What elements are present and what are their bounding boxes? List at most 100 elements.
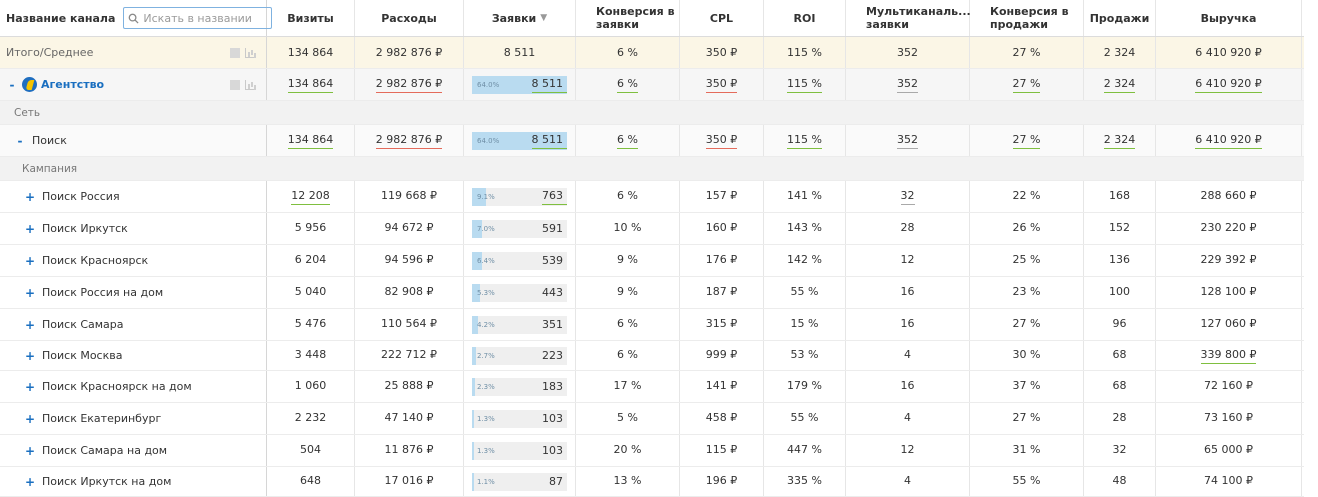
search-revenue[interactable]: 6 410 920 ₽ <box>1195 133 1262 149</box>
search-visits[interactable]: 134 864 <box>287 133 334 149</box>
expand-toggle[interactable]: + <box>24 379 36 394</box>
search-box[interactable] <box>123 7 273 29</box>
bar-chart-icon[interactable] <box>245 79 256 90</box>
requests-bar[interactable]: 2.3% 183 <box>472 377 567 396</box>
expand-toggle[interactable]: + <box>24 253 36 268</box>
column-header-roi[interactable]: ROI <box>764 0 846 36</box>
campaign-visits[interactable]: 5 956 <box>294 221 327 234</box>
column-header-revenue[interactable]: Выручка <box>1156 0 1302 36</box>
table-row[interactable]: + Поиск Самара на дом 504 11 876 ₽ 1.3% … <box>0 435 1304 467</box>
column-header-conversion-requests[interactable]: Конверсия в заявки <box>576 0 680 36</box>
search-conversion-sales[interactable]: 27 % <box>1012 133 1041 149</box>
expand-toggle[interactable]: + <box>24 189 36 204</box>
expand-toggle[interactable]: + <box>24 474 36 489</box>
campaign-label[interactable]: Поиск Россия на дом <box>42 286 164 299</box>
requests-bar[interactable]: 1.3% 103 <box>472 409 567 428</box>
requests-bar[interactable]: 5.3% 443 <box>472 283 567 302</box>
campaign-label[interactable]: Поиск Красноярск <box>42 254 149 267</box>
search-multichannel[interactable]: 352 <box>897 133 918 149</box>
bar-chart-icon[interactable] <box>245 47 256 58</box>
search-channel-label[interactable]: Поиск <box>32 134 67 147</box>
campaign-label[interactable]: Поиск Россия <box>42 190 120 203</box>
agency-cpl[interactable]: 350 ₽ <box>705 77 738 93</box>
expand-toggle[interactable]: + <box>24 221 36 236</box>
agency-conversion-sales[interactable]: 27 % <box>1012 77 1041 93</box>
search-roi[interactable]: 115 % <box>787 133 822 149</box>
requests-share: 64.0% <box>477 80 500 89</box>
campaign-requests: 183 <box>542 380 563 393</box>
campaign-visits[interactable]: 3 448 <box>294 348 327 361</box>
column-label-conversion-requests: Конверсия в заявки <box>596 5 675 31</box>
agency-expenses[interactable]: 2 982 876 ₽ <box>375 77 443 93</box>
table-row[interactable]: + Поиск Екатеринбург 2 232 47 140 ₽ 1.3%… <box>0 403 1304 435</box>
expand-toggle[interactable]: + <box>24 317 36 332</box>
agency-visits[interactable]: 134 864 <box>287 77 334 93</box>
column-header-requests[interactable]: Заявки ▼ <box>464 0 576 36</box>
agency-sales[interactable]: 2 324 <box>1103 77 1136 93</box>
campaign-label[interactable]: Поиск Иркутск <box>42 222 128 235</box>
column-header-visits[interactable]: Визиты <box>267 0 355 36</box>
requests-bar[interactable]: 4.2% 351 <box>472 315 567 334</box>
table-row[interactable]: + Поиск Россия на дом 5 040 82 908 ₽ 5.3… <box>0 277 1304 309</box>
campaign-visits[interactable]: 1 060 <box>294 379 327 392</box>
column-header-expenses[interactable]: Расходы <box>355 0 464 36</box>
column-header-cpl[interactable]: CPL <box>680 0 764 36</box>
agency-label[interactable]: Агентство <box>41 78 105 91</box>
column-header-multichannel[interactable]: Мультиканаль... заявки <box>846 0 971 36</box>
table-row[interactable]: + Поиск Красноярск 6 204 94 596 ₽ 6.4% 5… <box>0 245 1304 277</box>
visits-cell: 5 040 <box>267 277 355 308</box>
requests-bar[interactable]: 6.4% 539 <box>472 251 567 270</box>
expand-toggle[interactable]: + <box>24 348 36 363</box>
expand-toggle[interactable]: + <box>24 285 36 300</box>
table-row[interactable]: + Поиск Россия 12 208 119 668 ₽ 9.1% 763… <box>0 181 1304 213</box>
campaign-label[interactable]: Поиск Самара на дом <box>42 444 168 457</box>
campaign-sales: 136 <box>1109 253 1130 266</box>
table-row[interactable]: + Поиск Москва 3 448 222 712 ₽ 2.7% 223 … <box>0 341 1304 371</box>
search-cpl[interactable]: 350 ₽ <box>705 133 738 149</box>
campaign-visits[interactable]: 6 204 <box>294 253 327 266</box>
requests-bar[interactable]: 9.1% 763 <box>472 187 567 206</box>
square-icon[interactable] <box>230 47 240 58</box>
campaign-visits[interactable]: 12 208 <box>291 189 330 205</box>
search-sales[interactable]: 2 324 <box>1103 133 1136 149</box>
campaign-cpl: 315 ₽ <box>705 317 738 330</box>
requests-bar[interactable]: 7.0% 591 <box>472 219 567 238</box>
campaign-label[interactable]: Поиск Иркутск на дом <box>42 475 172 488</box>
search-channel-row[interactable]: - Поиск 134 864 2 982 876 ₽ 64.0% 8 511 … <box>0 125 1304 157</box>
campaign-visits[interactable]: 648 <box>300 474 321 487</box>
requests-bar[interactable]: 1.3% 103 <box>472 441 567 460</box>
table-row[interactable]: + Поиск Иркутск на дом 648 17 016 ₽ 1.1%… <box>0 467 1304 497</box>
table-row[interactable]: + Поиск Иркутск 5 956 94 672 ₽ 7.0% 591 … <box>0 213 1304 245</box>
agency-conversion-requests[interactable]: 6 % <box>617 77 638 93</box>
expand-toggle[interactable]: + <box>24 443 36 458</box>
search-input[interactable] <box>139 11 272 25</box>
expand-toggle[interactable]: + <box>24 411 36 426</box>
column-header-sales[interactable]: Продажи <box>1084 0 1156 36</box>
campaign-label[interactable]: Поиск Красноярск на дом <box>42 380 192 393</box>
agency-roi[interactable]: 115 % <box>787 77 822 93</box>
search-conversion-requests[interactable]: 6 % <box>617 133 638 149</box>
campaign-label[interactable]: Поиск Москва <box>42 349 123 362</box>
campaign-label[interactable]: Поиск Екатеринбург <box>42 412 162 425</box>
multi-cell: 28 <box>846 213 970 244</box>
requests-bar[interactable]: 1.1% 87 <box>472 472 567 491</box>
campaign-label[interactable]: Поиск Самара <box>42 318 124 331</box>
campaign-visits[interactable]: 5 476 <box>294 317 327 330</box>
campaign-visits[interactable]: 504 <box>300 443 321 456</box>
agency-row[interactable]: - Агентство 134 864 2 982 876 ₽ 64.0% 8 … <box>0 69 1304 101</box>
campaign-visits[interactable]: 5 040 <box>294 285 327 298</box>
table-row[interactable]: + Поиск Самара 5 476 110 564 ₽ 4.2% 351 … <box>0 309 1304 341</box>
table-row[interactable]: + Поиск Красноярск на дом 1 060 25 888 ₽… <box>0 371 1304 403</box>
agency-revenue[interactable]: 6 410 920 ₽ <box>1195 77 1262 93</box>
requests-bar[interactable]: 2.7% 223 <box>472 346 567 365</box>
search-expenses[interactable]: 2 982 876 ₽ <box>375 133 443 149</box>
cpl-cell: 160 ₽ <box>680 213 764 244</box>
collapse-toggle[interactable]: - <box>9 77 15 92</box>
agency-multichannel[interactable]: 352 <box>897 77 918 93</box>
square-icon[interactable] <box>230 79 240 90</box>
requests-bar[interactable]: 64.0% 8 511 <box>472 75 567 94</box>
collapse-toggle[interactable]: - <box>17 133 23 148</box>
requests-bar[interactable]: 64.0% 8 511 <box>472 131 567 150</box>
column-header-conversion-sales[interactable]: Конверсия в продажи <box>970 0 1084 36</box>
campaign-visits[interactable]: 2 232 <box>294 411 327 424</box>
